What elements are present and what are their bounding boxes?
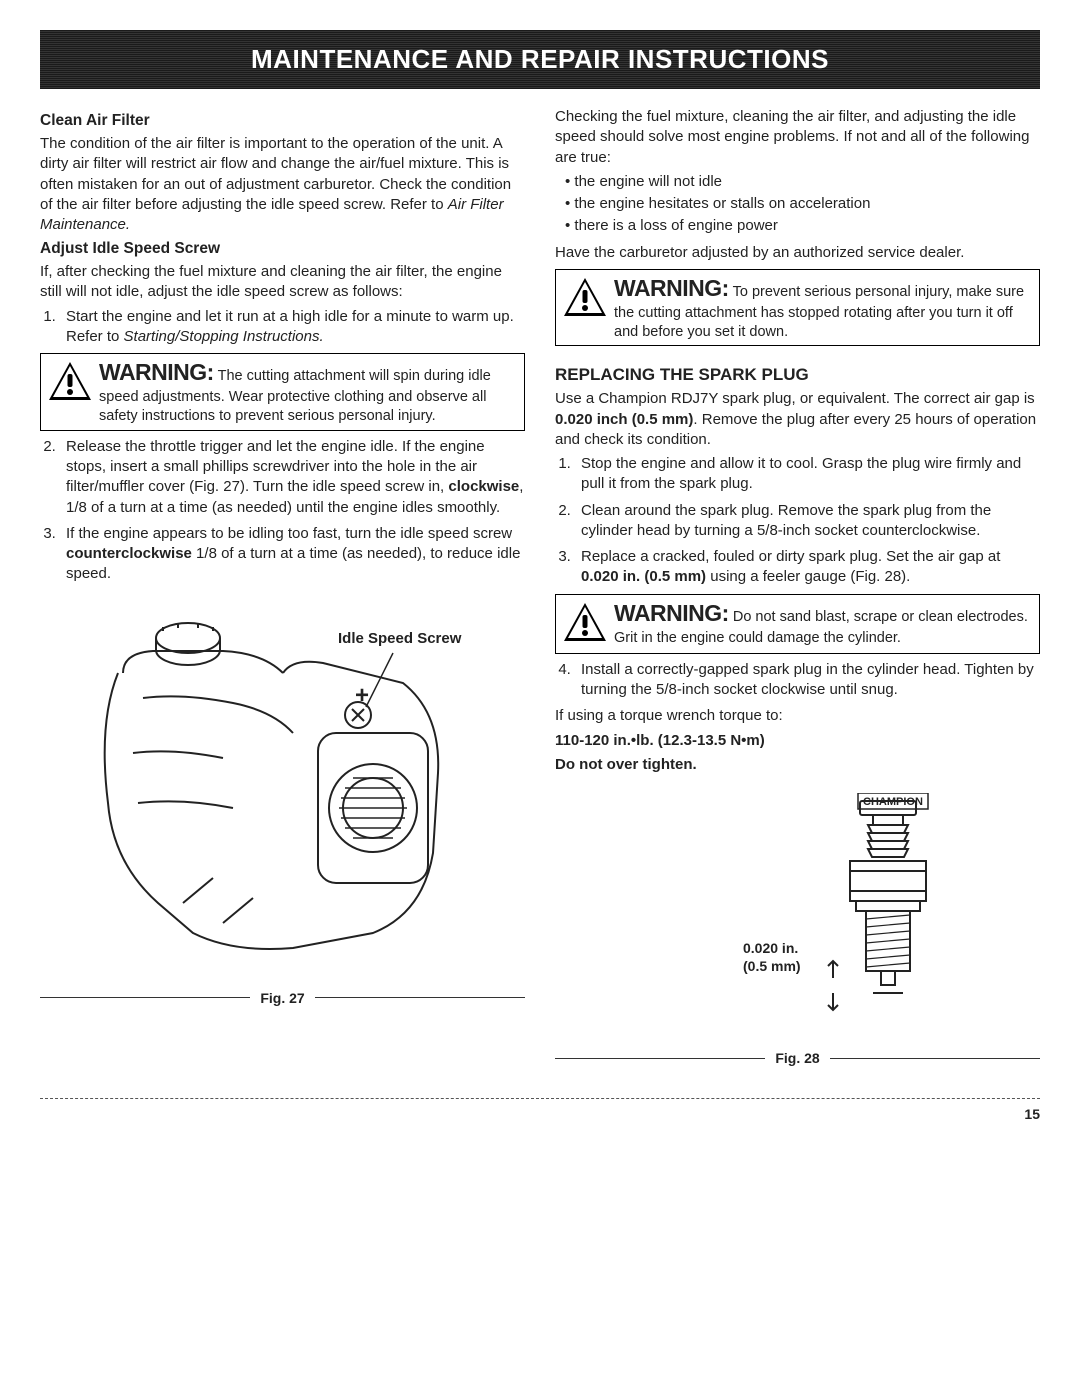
warning-3-label: WARNING: [614, 600, 729, 626]
problem-list: the engine will not idle the engine hesi… [565, 172, 1040, 237]
idle-steps-list-2: Release the throttle trigger and let the… [60, 437, 525, 585]
spark-steps-2: Install a correctly-gapped spark plug in… [575, 660, 1040, 701]
two-column-layout: Clean Air Filter The condition of the ai… [40, 107, 1040, 1068]
gap-label-2: (0.5 mm) [743, 958, 801, 974]
torque-value: 110-120 in.•lb. (12.3-13.5 N•m) [555, 731, 1040, 751]
spark-plug-intro: Use a Champion RDJ7Y spark plug, or equi… [555, 389, 1040, 450]
idle-step-1: Start the engine and let it run at a hig… [60, 307, 525, 348]
idle-step-3: If the engine appears to be idling too f… [60, 524, 525, 585]
warning-1-text: WARNING: The cutting attachment will spi… [99, 358, 518, 426]
spark-plug-diagram-icon: CHAMPION 0.020 in. (0.5 mm) [578, 793, 1018, 1043]
page-header-bar: MAINTENANCE AND REPAIR INSTRUCTIONS [40, 30, 1040, 89]
fig-27-caption: Fig. 27 [40, 989, 525, 1008]
idle-step-2a: Release the throttle trigger and let the… [66, 438, 485, 496]
spark-p3a: Use a Champion RDJ7Y spark plug, or equi… [555, 390, 1035, 407]
idle-step-2: Release the throttle trigger and let the… [60, 437, 525, 518]
spark-3b: 0.020 in. (0.5 mm) [581, 568, 706, 585]
adjust-idle-heading: Adjust Idle Speed Screw [40, 239, 525, 260]
spark-p3b: 0.020 inch (0.5 mm) [555, 411, 693, 428]
problem-1: the engine will not idle [565, 172, 1040, 192]
warning-box-3: WARNING: Do not sand blast, scrape or cl… [555, 594, 1040, 654]
gap-label-1: 0.020 in. [743, 940, 798, 956]
idle-step-2b: clockwise [448, 478, 519, 495]
svg-text:+: + [355, 682, 369, 709]
idle-steps-list-1: Start the engine and let it run at a hig… [60, 307, 525, 348]
idle-step-3a: If the engine appears to be idling too f… [66, 525, 512, 542]
fig-28-label: Fig. 28 [765, 1049, 829, 1068]
problem-3: there is a loss of engine power [565, 216, 1040, 236]
adjust-idle-intro: If, after checking the fuel mixture and … [40, 262, 525, 303]
spark-step-2: Clean around the spark plug. Remove the … [575, 501, 1040, 542]
warning-box-1: WARNING: The cutting attachment will spi… [40, 353, 525, 431]
warning-triangle-icon [47, 358, 93, 408]
warning-2-text: WARNING: To prevent serious personal inj… [614, 274, 1033, 342]
spark-step-4: Install a correctly-gapped spark plug in… [575, 660, 1040, 701]
spark-3a: Replace a cracked, fouled or dirty spark… [581, 548, 1000, 565]
warning-3-text: WARNING: Do not sand blast, scrape or cl… [614, 599, 1033, 648]
figure-27: + Idle Speed Screw Fig. 27 [40, 603, 525, 1008]
figure-28: CHAMPION 0.020 in. (0.5 mm) Fig. 28 [555, 793, 1040, 1068]
do-not-overtighten: Do not over tighten. [555, 755, 1040, 775]
right-column: Checking the fuel mixture, cleaning the … [555, 107, 1040, 1068]
warning-triangle-icon [562, 274, 608, 324]
right-intro: Checking the fuel mixture, cleaning the … [555, 107, 1040, 168]
warning-box-2: WARNING: To prevent serious personal inj… [555, 269, 1040, 347]
air-filter-paragraph: The condition of the air filter is impor… [40, 134, 525, 235]
idle-step-3b: counterclockwise [66, 545, 192, 562]
engine-diagram-icon: + Idle Speed Screw [63, 603, 503, 983]
spark-3c: using a feeler gauge (Fig. 28). [706, 568, 910, 585]
warning-triangle-icon [562, 599, 608, 649]
page-footer: 15 [40, 1098, 1040, 1124]
champion-brand: CHAMPION [863, 796, 923, 808]
torque-intro: If using a torque wrench torque to: [555, 706, 1040, 726]
fig-27-label: Fig. 27 [250, 989, 314, 1008]
dealer-paragraph: Have the carburetor adjusted by an autho… [555, 243, 1040, 263]
fig-28-caption: Fig. 28 [555, 1049, 1040, 1068]
air-filter-text: The condition of the air filter is impor… [40, 135, 511, 213]
spark-step-1: Stop the engine and allow it to cool. Gr… [575, 454, 1040, 495]
spark-plug-heading: REPLACING THE SPARK PLUG [555, 364, 1040, 387]
idle-step-1b: Starting/Stopping Instructions. [124, 328, 324, 345]
problem-2: the engine hesitates or stalls on accele… [565, 194, 1040, 214]
clean-air-filter-heading: Clean Air Filter [40, 111, 525, 132]
spark-steps-1: Stop the engine and allow it to cool. Gr… [575, 454, 1040, 588]
warning-1-label: WARNING: [99, 359, 214, 385]
warning-2-label: WARNING: [614, 275, 729, 301]
idle-screw-label: Idle Speed Screw [338, 630, 462, 647]
left-column: Clean Air Filter The condition of the ai… [40, 107, 525, 1068]
page-number: 15 [1024, 1106, 1040, 1122]
spark-step-3: Replace a cracked, fouled or dirty spark… [575, 547, 1040, 588]
